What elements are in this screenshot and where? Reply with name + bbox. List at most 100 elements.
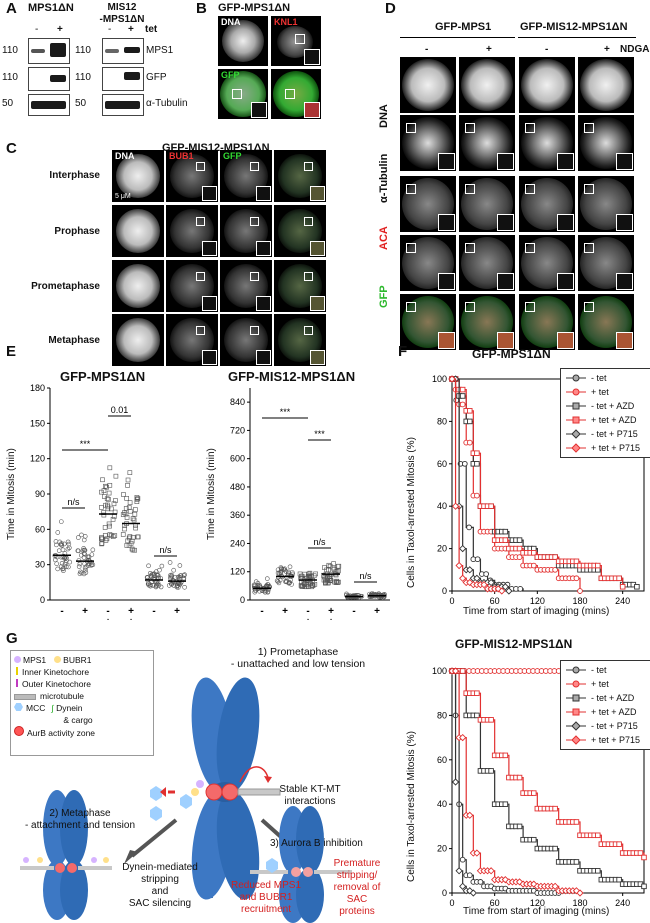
- e-point-1-3: [335, 580, 340, 585]
- f-legend-1: - tet + tet - tet + AZD + tet + AZD - tet + …: [560, 368, 650, 458]
- c-image-r3-c0: [112, 314, 164, 366]
- e-point-0-1: [82, 534, 88, 539]
- f-marker-0-1: [552, 566, 558, 573]
- e-point-0-3: [132, 511, 138, 517]
- e-sig-label-1-1: ***: [314, 429, 325, 439]
- f-marker-1-0: [459, 856, 466, 863]
- g-legend-mps1: MPS1: [14, 654, 46, 666]
- e-point-0-1: [77, 571, 83, 577]
- f-legend-item-1-0: - tet: [565, 663, 647, 677]
- e-point-0-1: [82, 565, 88, 571]
- e-point-0-0: [63, 564, 69, 570]
- f-marker-1-2: [502, 801, 509, 807]
- e-cond-1-0-5: +: [374, 606, 380, 617]
- a-mw-2: 110: [2, 72, 18, 83]
- f-marker-0-3: [595, 562, 601, 569]
- f-marker-1-5: [451, 667, 460, 675]
- g-dynein-text: Dynein-mediated stripping and SAC silenc…: [122, 862, 198, 909]
- e-point-0-0: [62, 561, 68, 567]
- e-point-0-0: [55, 530, 61, 535]
- e-point-1-4: [346, 593, 351, 598]
- e-ytick-label-0-150: 150: [30, 418, 45, 428]
- c-image-r2-c3: [274, 260, 326, 312]
- d-image-r0-c1: [459, 57, 515, 113]
- g-step1: 1) Prometaphase - unattached and low ten…: [230, 646, 366, 670]
- f-title-1: GFP-MPS1ΔN: [472, 347, 551, 361]
- panel-letter-b: B: [196, 0, 207, 17]
- c-image-r0-c0: DNA 5 μM: [112, 150, 164, 202]
- f-legend-label-1-2: - tet + AZD: [591, 693, 635, 703]
- panel-letter-a: A: [6, 0, 17, 17]
- f-marker-1-3: [552, 805, 558, 812]
- panel-letter-c: C: [6, 140, 17, 157]
- f-marker-1-0: [477, 879, 484, 885]
- e-ytick-label-0-30: 30: [35, 560, 45, 570]
- e-point-1-1: [283, 579, 288, 584]
- f-marker-0-2: [474, 461, 480, 467]
- e-point-1-0: [252, 589, 258, 595]
- f-marker-1-0: [466, 872, 473, 879]
- d-image-r1-c1: [459, 115, 515, 171]
- f-marker-1-3: [516, 774, 523, 781]
- e-point-0-1: [75, 548, 81, 554]
- e-point-0-3: [127, 470, 133, 475]
- e-point-1-2: [305, 584, 311, 589]
- f-legend-swatch-0-5: [566, 443, 586, 453]
- e-cond-1-0-0: -: [260, 606, 263, 617]
- f-ytick-label-1-40: 40: [437, 799, 447, 809]
- f-marker-0-0: [474, 556, 481, 563]
- e-point-0-0: [66, 564, 71, 570]
- e-point-0-1: [77, 561, 83, 567]
- f-marker-0-3: [552, 554, 558, 560]
- panel-letter-d: D: [385, 0, 396, 17]
- e-sig-label-0-2: n/s: [67, 497, 80, 507]
- e-point-0-3: [124, 496, 129, 501]
- f-legend-swatch-1-1: [566, 680, 586, 688]
- f-xtick-label-0-240: 240: [615, 596, 630, 606]
- f-ytick-label-0-60: 60: [437, 459, 447, 469]
- e-point-1-3: [328, 577, 334, 583]
- d-image-r3-c1: [459, 235, 515, 291]
- e-point-1-3: [323, 580, 328, 586]
- a-col1-label: MPS1ΔN: [28, 2, 74, 14]
- f-marker-0-0: [466, 524, 472, 531]
- f-marker-0-3: [474, 450, 480, 456]
- f-legend-label-0-4: - tet + P715: [591, 429, 638, 439]
- e-point-1-5: [375, 592, 381, 597]
- e-cond-0-1-5: -: [175, 617, 178, 620]
- e-point-0-5: [169, 572, 175, 578]
- e-point-0-0: [54, 542, 59, 548]
- f-legend-item-1-2: - tet + AZD: [565, 691, 647, 705]
- e-cond-1-1-4: -: [352, 617, 355, 620]
- d-col-1: -: [425, 44, 429, 55]
- f-legend-item-0-2: - tet + AZD: [565, 399, 647, 413]
- d-image-r1-c2: [519, 115, 575, 171]
- f-marker-1-3: [616, 841, 622, 847]
- d-row-aca: ACA: [378, 226, 390, 250]
- f-marker-1-4: [455, 867, 463, 875]
- b-image-merge: [271, 69, 321, 119]
- e-point-1-3: [331, 561, 336, 566]
- e-point-1-2: [313, 571, 318, 577]
- f-marker-1-5: [487, 867, 495, 875]
- e-point-0-4: [148, 573, 153, 579]
- d-row-dna: DNA: [378, 104, 390, 128]
- g-step3: 3) Aurora B inhibition: [270, 838, 363, 849]
- e-point-0-2: [107, 523, 112, 529]
- f-legend-label-1-4: - tet + P715: [591, 721, 638, 731]
- e-point-0-2: [109, 533, 114, 538]
- e-cond-0-0-4: -: [152, 606, 155, 617]
- f-legend-swatch-0-1: [566, 388, 586, 396]
- f-series-line-1-0: [452, 670, 559, 894]
- e-point-0-0: [59, 543, 65, 548]
- f-marker-0-2: [634, 584, 640, 590]
- e-point-0-3: [120, 532, 126, 537]
- e-point-0-2: [106, 490, 112, 496]
- e-point-0-1: [84, 564, 89, 569]
- f-legend-label-0-5: + tet + P715: [591, 443, 641, 453]
- e-point-0-0: [60, 566, 65, 572]
- f-marker-0-0: [517, 586, 524, 592]
- f-ytick-label-1-80: 80: [437, 710, 447, 720]
- f-legend-swatch-0-0: [566, 374, 586, 382]
- e-point-0-5: [182, 572, 187, 578]
